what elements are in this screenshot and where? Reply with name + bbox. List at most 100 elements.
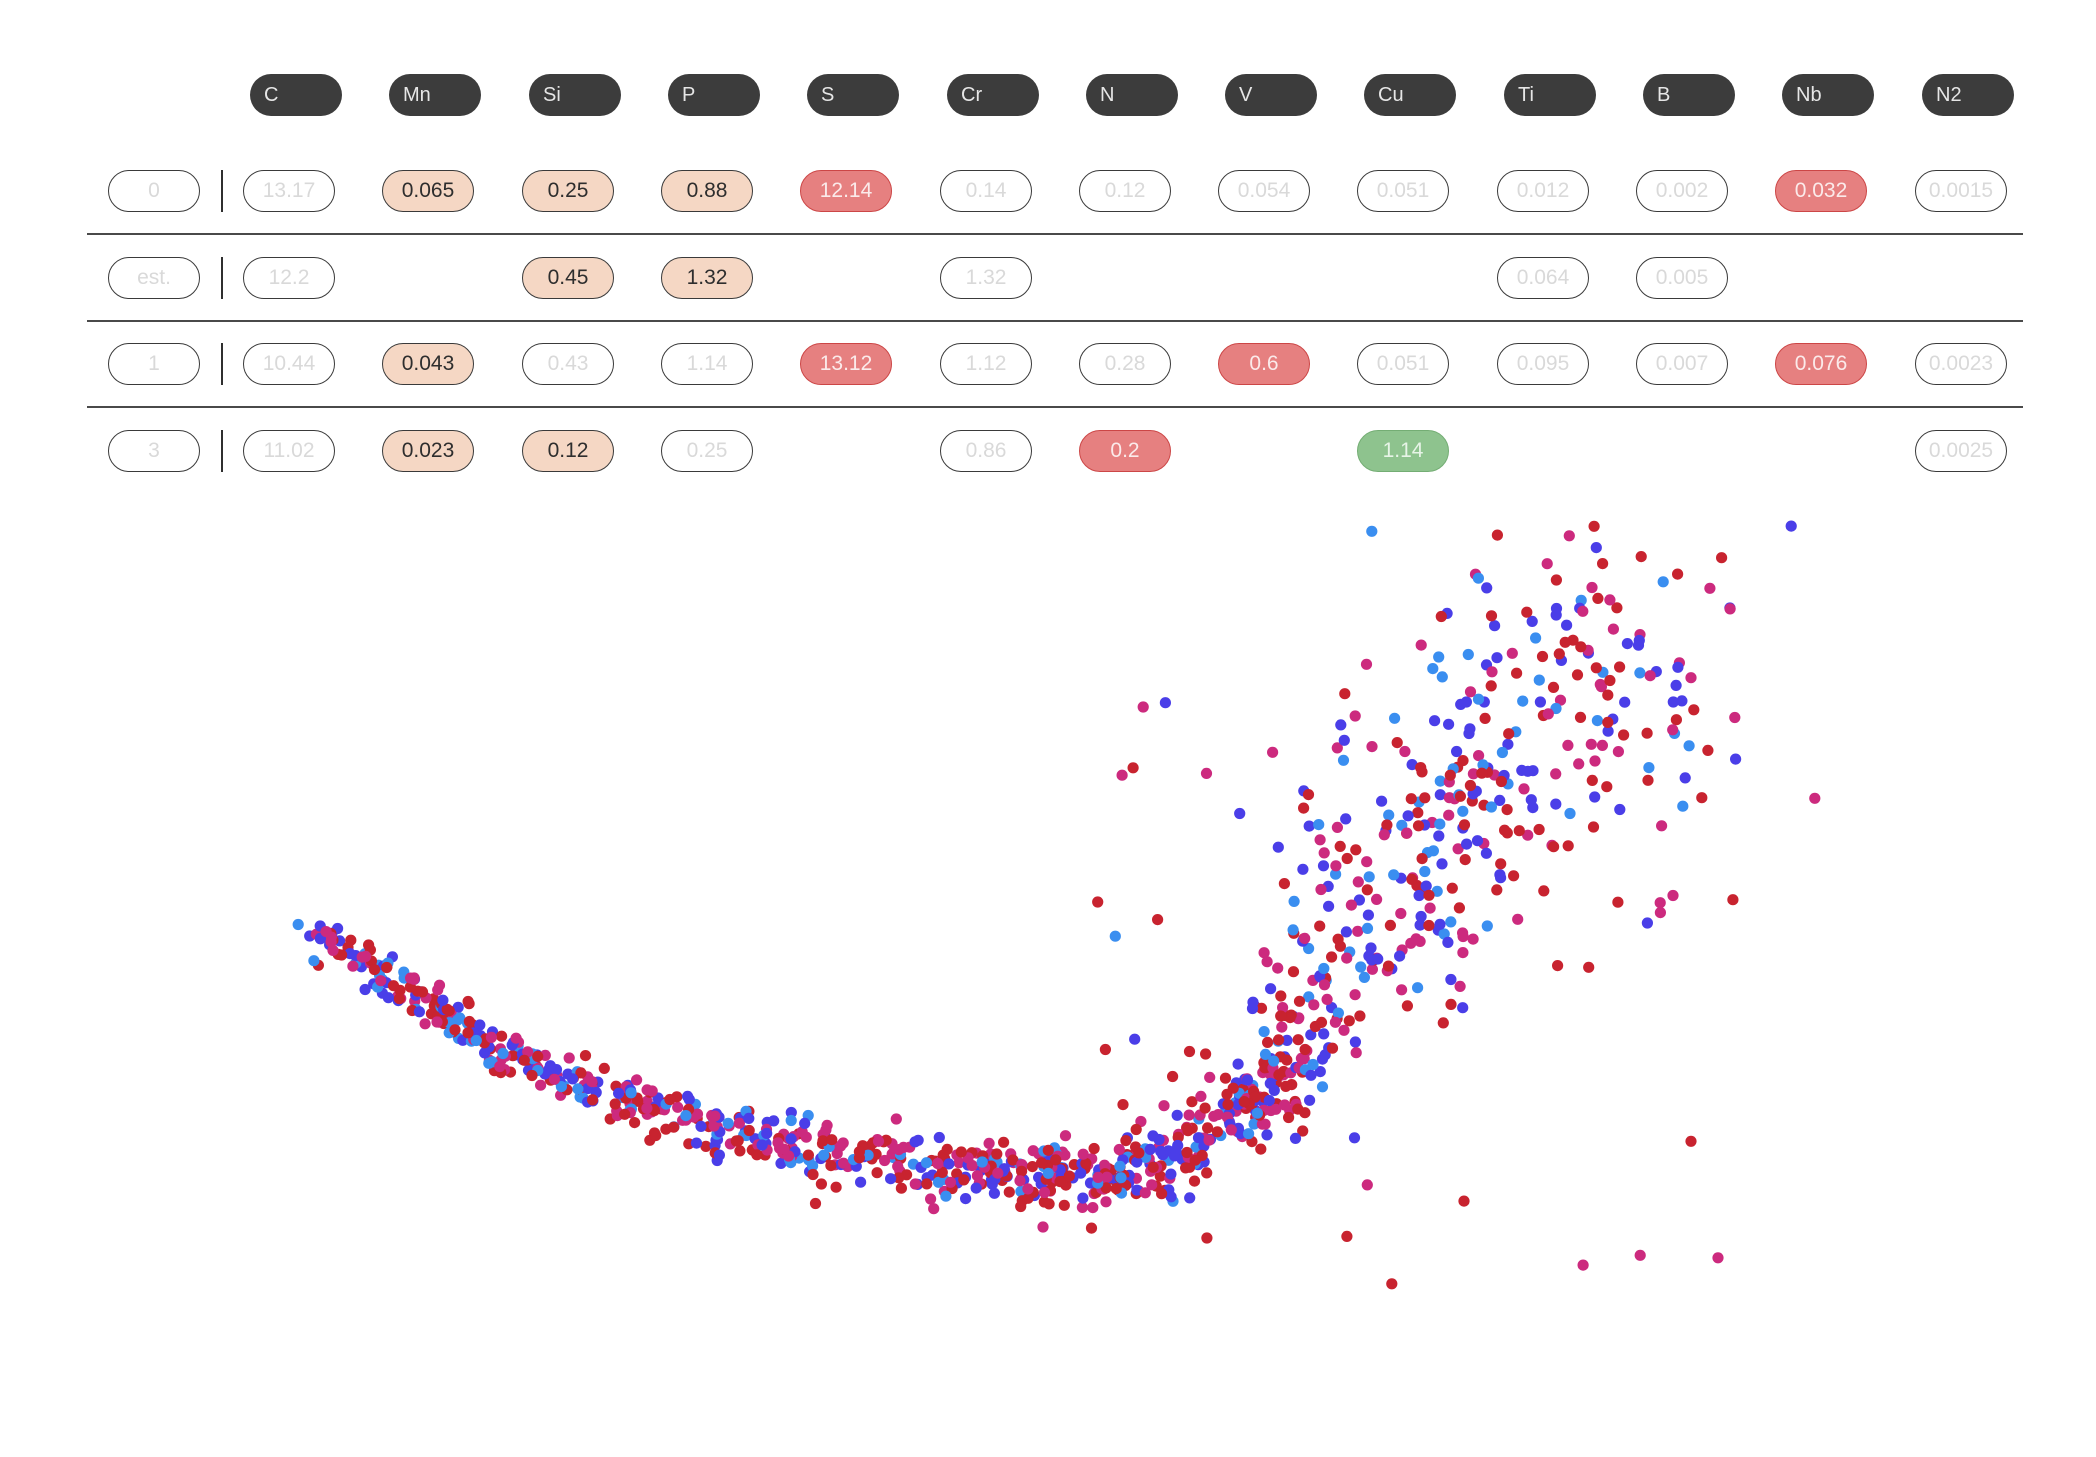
row-label[interactable]: 3 — [108, 430, 200, 472]
cell-ti: 0.095 — [1497, 343, 1589, 385]
scatter-point — [1116, 1169, 1128, 1181]
scatter-point — [939, 1152, 951, 1164]
scatter-point — [420, 992, 432, 1004]
scatter-point — [1038, 1160, 1050, 1173]
cell-p: 1.32 — [661, 257, 753, 299]
column-header-si[interactable]: Si — [529, 74, 621, 116]
row-label[interactable]: 1 — [108, 343, 200, 385]
scatter-point — [332, 948, 344, 961]
column-header-n2[interactable]: N2 — [1922, 74, 2014, 116]
column-header-v[interactable]: V — [1225, 74, 1317, 116]
scatter-point — [1108, 1172, 1120, 1184]
scatter-point — [862, 1149, 874, 1161]
cell-si: 0.45 — [522, 257, 614, 299]
scatter-point — [1406, 873, 1418, 886]
row-label[interactable]: 0 — [108, 170, 200, 212]
scatter-point — [438, 1004, 450, 1016]
scatter-point — [1165, 1168, 1177, 1180]
scatter-point — [1153, 1133, 1165, 1146]
column-header-p[interactable]: P — [668, 74, 760, 116]
scatter-point — [807, 1168, 819, 1181]
scatter-point — [711, 1128, 723, 1140]
scatter-point — [912, 1178, 924, 1190]
scatter-point — [1319, 1049, 1331, 1061]
row-label[interactable]: est. — [108, 257, 200, 299]
scatter-point — [785, 1114, 797, 1127]
scatter-point — [683, 1138, 695, 1150]
scatter-point — [312, 959, 324, 971]
scatter-point — [1292, 1103, 1304, 1115]
scatter-point — [1042, 1149, 1054, 1161]
column-header-cu[interactable]: Cu — [1364, 74, 1456, 116]
scatter-point — [624, 1104, 636, 1116]
scatter-point — [1672, 661, 1684, 673]
scatter-point — [1338, 1024, 1350, 1036]
scatter-point — [1255, 1002, 1268, 1014]
scatter-point — [793, 1152, 805, 1164]
scatter-point — [1249, 1091, 1261, 1103]
scatter-point — [374, 970, 386, 982]
scatter-point — [555, 1089, 567, 1101]
scatter-point — [1480, 659, 1493, 671]
scatter-point — [975, 1178, 988, 1190]
scatter-point — [1546, 839, 1558, 852]
scatter-point — [991, 1148, 1003, 1160]
scatter-point — [1184, 1161, 1196, 1173]
scatter-point — [1204, 1071, 1216, 1083]
scatter-point — [377, 960, 390, 972]
scatter-point — [1727, 894, 1739, 906]
scatter-point — [1003, 1186, 1015, 1198]
scatter-point — [1111, 1176, 1123, 1188]
column-header-nb[interactable]: Nb — [1782, 74, 1874, 116]
scatter-point — [1167, 1070, 1179, 1083]
column-header-c[interactable]: C — [250, 74, 342, 116]
scatter-point — [1455, 698, 1467, 711]
scatter-point — [1022, 1192, 1034, 1204]
scatter-point — [641, 1084, 653, 1096]
scatter-point — [761, 1127, 773, 1139]
scatter-point — [871, 1134, 884, 1146]
scatter-point — [1304, 1094, 1316, 1106]
scatter-point — [707, 1112, 719, 1124]
scatter-point — [1538, 885, 1550, 897]
scatter-point — [1199, 1102, 1211, 1114]
scatter-point — [1105, 1164, 1117, 1176]
scatter-point — [761, 1116, 773, 1128]
scatter-point — [436, 998, 448, 1010]
scatter-point — [1394, 950, 1406, 962]
scatter-point — [689, 1098, 702, 1110]
scatter-point — [425, 1008, 437, 1020]
scatter-point — [768, 1115, 780, 1127]
scatter-point — [571, 1066, 583, 1078]
scatter-point — [457, 1034, 469, 1046]
scatter-point — [325, 936, 337, 948]
scatter-point — [483, 1057, 495, 1069]
scatter-point — [1641, 727, 1653, 739]
column-header-mn[interactable]: Mn — [389, 74, 481, 116]
scatter-point — [1079, 1162, 1091, 1175]
scatter-point — [1412, 807, 1424, 819]
cell-n2: 0.0015 — [1915, 170, 2007, 212]
scatter-point — [435, 1001, 447, 1013]
scatter-point — [1550, 602, 1563, 615]
column-header-ti[interactable]: Ti — [1504, 74, 1596, 116]
scatter-point — [1482, 762, 1494, 774]
scatter-point — [532, 1050, 544, 1062]
scatter-point — [364, 957, 376, 969]
scatter-point — [936, 1155, 948, 1167]
scatter-point — [1555, 654, 1567, 667]
scatter-point — [799, 1117, 811, 1129]
scatter-point — [1167, 1195, 1179, 1207]
column-header-cr[interactable]: Cr — [947, 74, 1039, 116]
scatter-point — [548, 1073, 561, 1085]
scatter-point — [1272, 962, 1284, 974]
scatter-point — [1054, 1164, 1066, 1176]
scatter-point — [1634, 667, 1646, 679]
scatter-point — [1621, 638, 1633, 650]
column-header-s[interactable]: S — [807, 74, 899, 116]
column-header-n[interactable]: N — [1086, 74, 1178, 116]
scatter-point — [1038, 1145, 1050, 1157]
scatter-point — [855, 1176, 867, 1188]
column-header-b[interactable]: B — [1643, 74, 1735, 116]
